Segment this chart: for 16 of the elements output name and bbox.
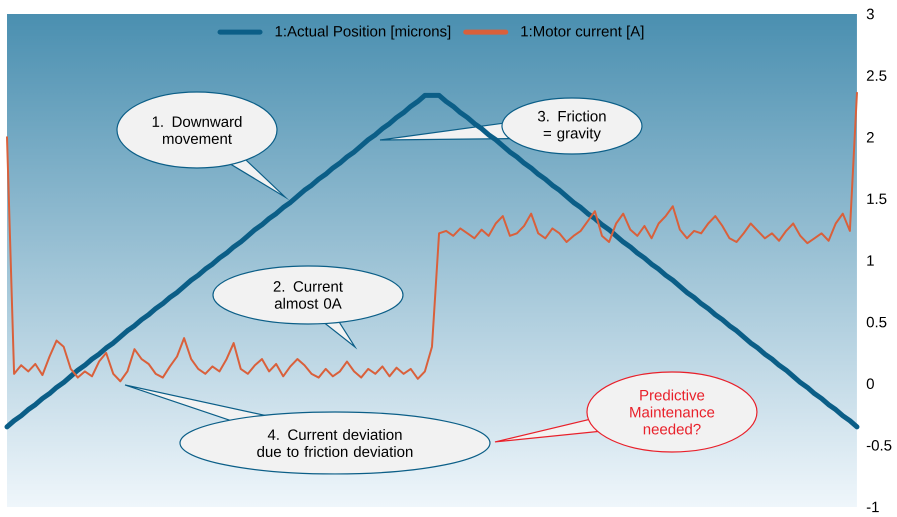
annotation: 2. Current almost 0A — [274, 281, 343, 309]
y-tick-label: 0.5 — [866, 316, 886, 328]
legend-label: 1:Motor current [A] — [521, 25, 644, 40]
annotation: Predictive Maintenance needed? — [630, 389, 714, 434]
annotation: 1. Downward movement — [152, 116, 242, 144]
y-tick-label: 1.5 — [867, 194, 886, 204]
y-tick-label: -1 — [866, 502, 879, 512]
legend-label: 1:Actual Position [microns] — [276, 25, 450, 40]
y-tick-label: 0 — [866, 378, 874, 389]
annotation: 3. Friction = gravity — [538, 110, 606, 142]
annotation: 4. Current deviation due to friction deviation — [257, 428, 412, 457]
y-tick-label: 2 — [866, 132, 874, 142]
y-tick-label: 2.5 — [866, 70, 886, 81]
y-tick-label: -0.5 — [866, 440, 892, 451]
y-tick-label: 3 — [866, 8, 874, 20]
y-tick-label: 1 — [867, 255, 874, 266]
